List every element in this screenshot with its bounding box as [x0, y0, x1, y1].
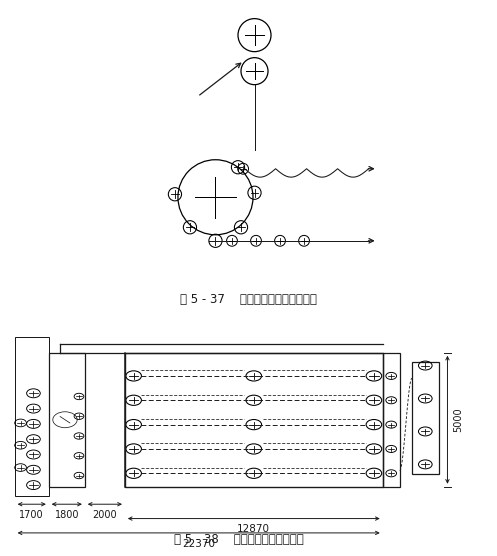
Text: 图 5 - 37    织物在托辊上的悬挂状态: 图 5 - 37 织物在托辊上的悬挂状态 [180, 293, 317, 306]
Text: 图 5 - 38    五层短环烘燥机示意图: 图 5 - 38 五层短环烘燥机示意图 [174, 533, 304, 546]
Bar [412, 363, 439, 474]
Text: 12870: 12870 [237, 524, 270, 534]
Text: 22370: 22370 [182, 539, 215, 549]
Text: 5000: 5000 [453, 408, 463, 432]
Text: 2000: 2000 [92, 510, 117, 520]
Bar [15, 337, 49, 497]
Text: 1800: 1800 [55, 510, 79, 520]
Text: 1700: 1700 [19, 510, 44, 520]
Bar [125, 353, 383, 486]
Bar [49, 353, 85, 486]
Bar [383, 353, 400, 486]
